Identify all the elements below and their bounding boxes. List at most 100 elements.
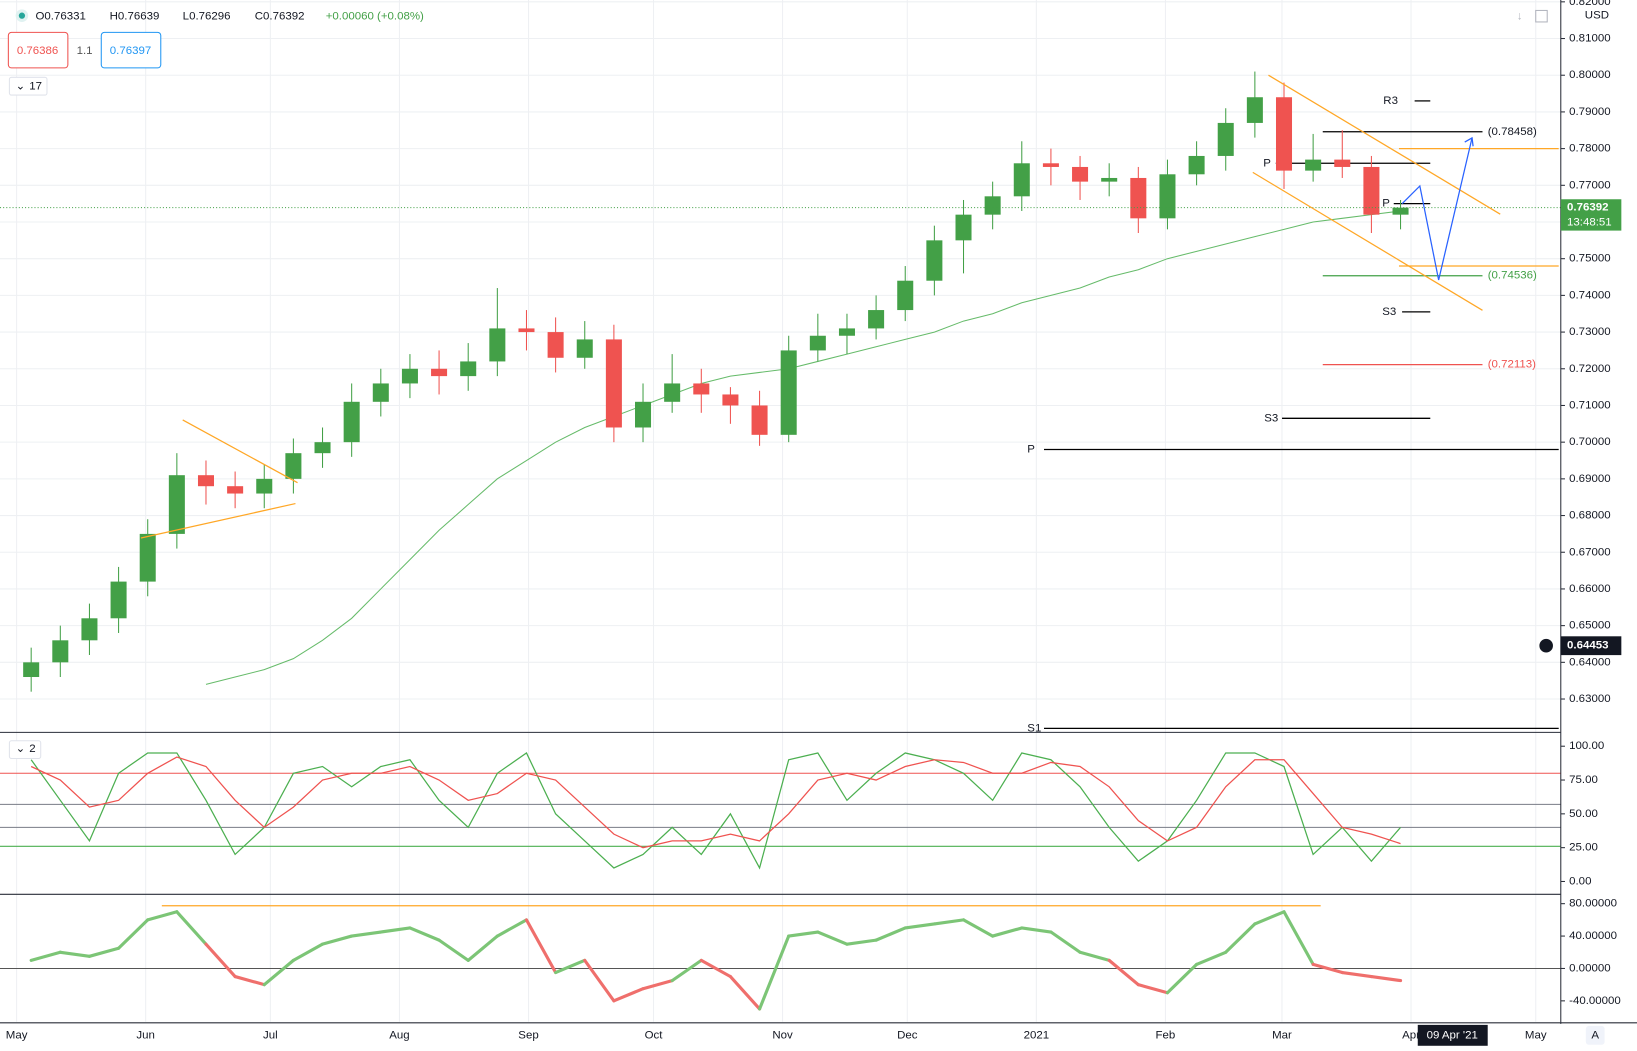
y-tick-label: 0.79000 bbox=[1569, 106, 1610, 118]
indicators-toggle[interactable] bbox=[8, 76, 48, 96]
y-tick-label: 0.77000 bbox=[1569, 179, 1610, 191]
sell-button[interactable] bbox=[7, 31, 69, 69]
momentum-pane bbox=[0, 910, 1561, 1011]
x-tick-label: Apr bbox=[1402, 1029, 1420, 1041]
x-tick-label: Nov bbox=[772, 1029, 793, 1041]
date-tag bbox=[1417, 1024, 1488, 1046]
last-price-label: 0.76392 bbox=[1567, 202, 1608, 214]
grid-layer bbox=[0, 0, 1561, 1022]
chevron[interactable]: ⌄ bbox=[16, 81, 26, 93]
x-tick-label: Oct bbox=[645, 1029, 664, 1041]
momentum-segment bbox=[1049, 930, 1082, 954]
momentum-segment bbox=[524, 918, 558, 975]
y-tick-label: 0.66000 bbox=[1569, 583, 1610, 595]
level-label: (0.72113) bbox=[1488, 359, 1536, 371]
momentum-segment bbox=[670, 958, 703, 983]
candle-body bbox=[343, 401, 360, 443]
y-tick-label: 0.64000 bbox=[1569, 656, 1610, 668]
ohlc-high: H0.76639 bbox=[110, 11, 160, 23]
trend-line bbox=[182, 419, 298, 484]
candle-body bbox=[955, 214, 972, 241]
level-label: P bbox=[1382, 198, 1390, 210]
auto-scale-label[interactable]: A bbox=[1591, 1029, 1599, 1041]
projection-arrow bbox=[1401, 137, 1473, 281]
momentum-segment bbox=[320, 934, 354, 946]
candle-body bbox=[460, 361, 477, 377]
indicator-count[interactable]: 2 bbox=[29, 743, 35, 755]
indicators-toggle[interactable] bbox=[8, 740, 42, 759]
indicator-count[interactable]: 17 bbox=[29, 81, 42, 93]
candle-body bbox=[431, 368, 448, 377]
candle-body bbox=[489, 328, 506, 362]
momentum-segment bbox=[874, 926, 907, 942]
candle-body bbox=[110, 581, 127, 619]
momentum-segment bbox=[1340, 970, 1373, 979]
trend-line bbox=[140, 502, 296, 539]
momentum-segment bbox=[787, 930, 820, 938]
level-label: P bbox=[1027, 444, 1035, 456]
momentum-segment bbox=[1020, 926, 1053, 934]
candle-body bbox=[751, 405, 768, 435]
arrow-head bbox=[1464, 136, 1474, 147]
x-tick-label: 2021 bbox=[1024, 1029, 1050, 1041]
candle-body bbox=[23, 662, 40, 678]
candle-body bbox=[1101, 177, 1118, 182]
level-label: (0.74536) bbox=[1488, 270, 1537, 282]
stochastic-pane bbox=[0, 752, 1561, 870]
y-tick-label: 0.72000 bbox=[1569, 363, 1610, 375]
momentum-segment bbox=[408, 926, 441, 942]
oscillator-line bbox=[30, 756, 1401, 849]
oscillator-line bbox=[30, 752, 1402, 870]
level-label: R3 bbox=[1383, 95, 1398, 107]
y-tick-label: 40.00000 bbox=[1569, 930, 1617, 942]
scroll-icon[interactable]: ↓ bbox=[1517, 11, 1523, 23]
momentum-segment bbox=[117, 918, 150, 950]
level-label: S1 bbox=[1027, 722, 1041, 734]
candle-body bbox=[81, 618, 98, 641]
y-tick-label: 0.67000 bbox=[1569, 546, 1610, 558]
y-tick-label: 80.00000 bbox=[1569, 898, 1617, 910]
ohlc-close: C0.76392 bbox=[255, 11, 305, 23]
chevron[interactable]: ⌄ bbox=[16, 743, 26, 755]
maximize-icon[interactable] bbox=[1535, 9, 1548, 23]
candle-body bbox=[314, 442, 331, 454]
candle-body bbox=[1130, 177, 1147, 219]
momentum-segment bbox=[495, 918, 529, 938]
candle-body bbox=[1072, 166, 1089, 182]
trend-line bbox=[1252, 171, 1483, 311]
momentum-segment bbox=[262, 958, 295, 987]
candle-body bbox=[722, 394, 739, 406]
candle-body bbox=[285, 453, 302, 479]
candle-body bbox=[635, 401, 652, 428]
candle-body bbox=[168, 475, 185, 534]
momentum-segment bbox=[466, 934, 499, 962]
moving-average bbox=[205, 210, 1401, 685]
auto-scale-button[interactable] bbox=[1585, 1025, 1605, 1045]
momentum-segment bbox=[1369, 974, 1403, 983]
momentum-segment bbox=[1253, 910, 1286, 926]
momentum-segment bbox=[1282, 910, 1315, 966]
momentum-segment bbox=[1224, 922, 1257, 954]
y-tick-label: 0.63000 bbox=[1569, 693, 1610, 705]
candle-body bbox=[518, 328, 535, 333]
ask-price[interactable]: 0.76397 bbox=[110, 45, 151, 57]
y-tick-label: -40.00000 bbox=[1569, 995, 1621, 1007]
legend-header: O0.76331 H0.76639 L0.76296 C0.76392 +0.0… bbox=[7, 9, 1609, 1046]
momentum-segment bbox=[961, 918, 995, 938]
candle-body bbox=[547, 332, 564, 358]
momentum-segment bbox=[437, 938, 470, 962]
symbol-icon bbox=[18, 12, 26, 19]
bid-price[interactable]: 0.76386 bbox=[17, 45, 58, 57]
momentum-segment bbox=[1078, 950, 1111, 962]
momentum-segment bbox=[379, 926, 412, 934]
y-tick-label: 0.68000 bbox=[1569, 510, 1610, 522]
y-tick-label: 0.81000 bbox=[1569, 33, 1610, 45]
x-tick-label: Feb bbox=[1156, 1029, 1176, 1041]
price-axis bbox=[1560, 0, 1637, 1051]
buy-button[interactable] bbox=[100, 31, 162, 69]
momentum-segment bbox=[350, 930, 383, 938]
candle-body bbox=[984, 196, 1001, 215]
